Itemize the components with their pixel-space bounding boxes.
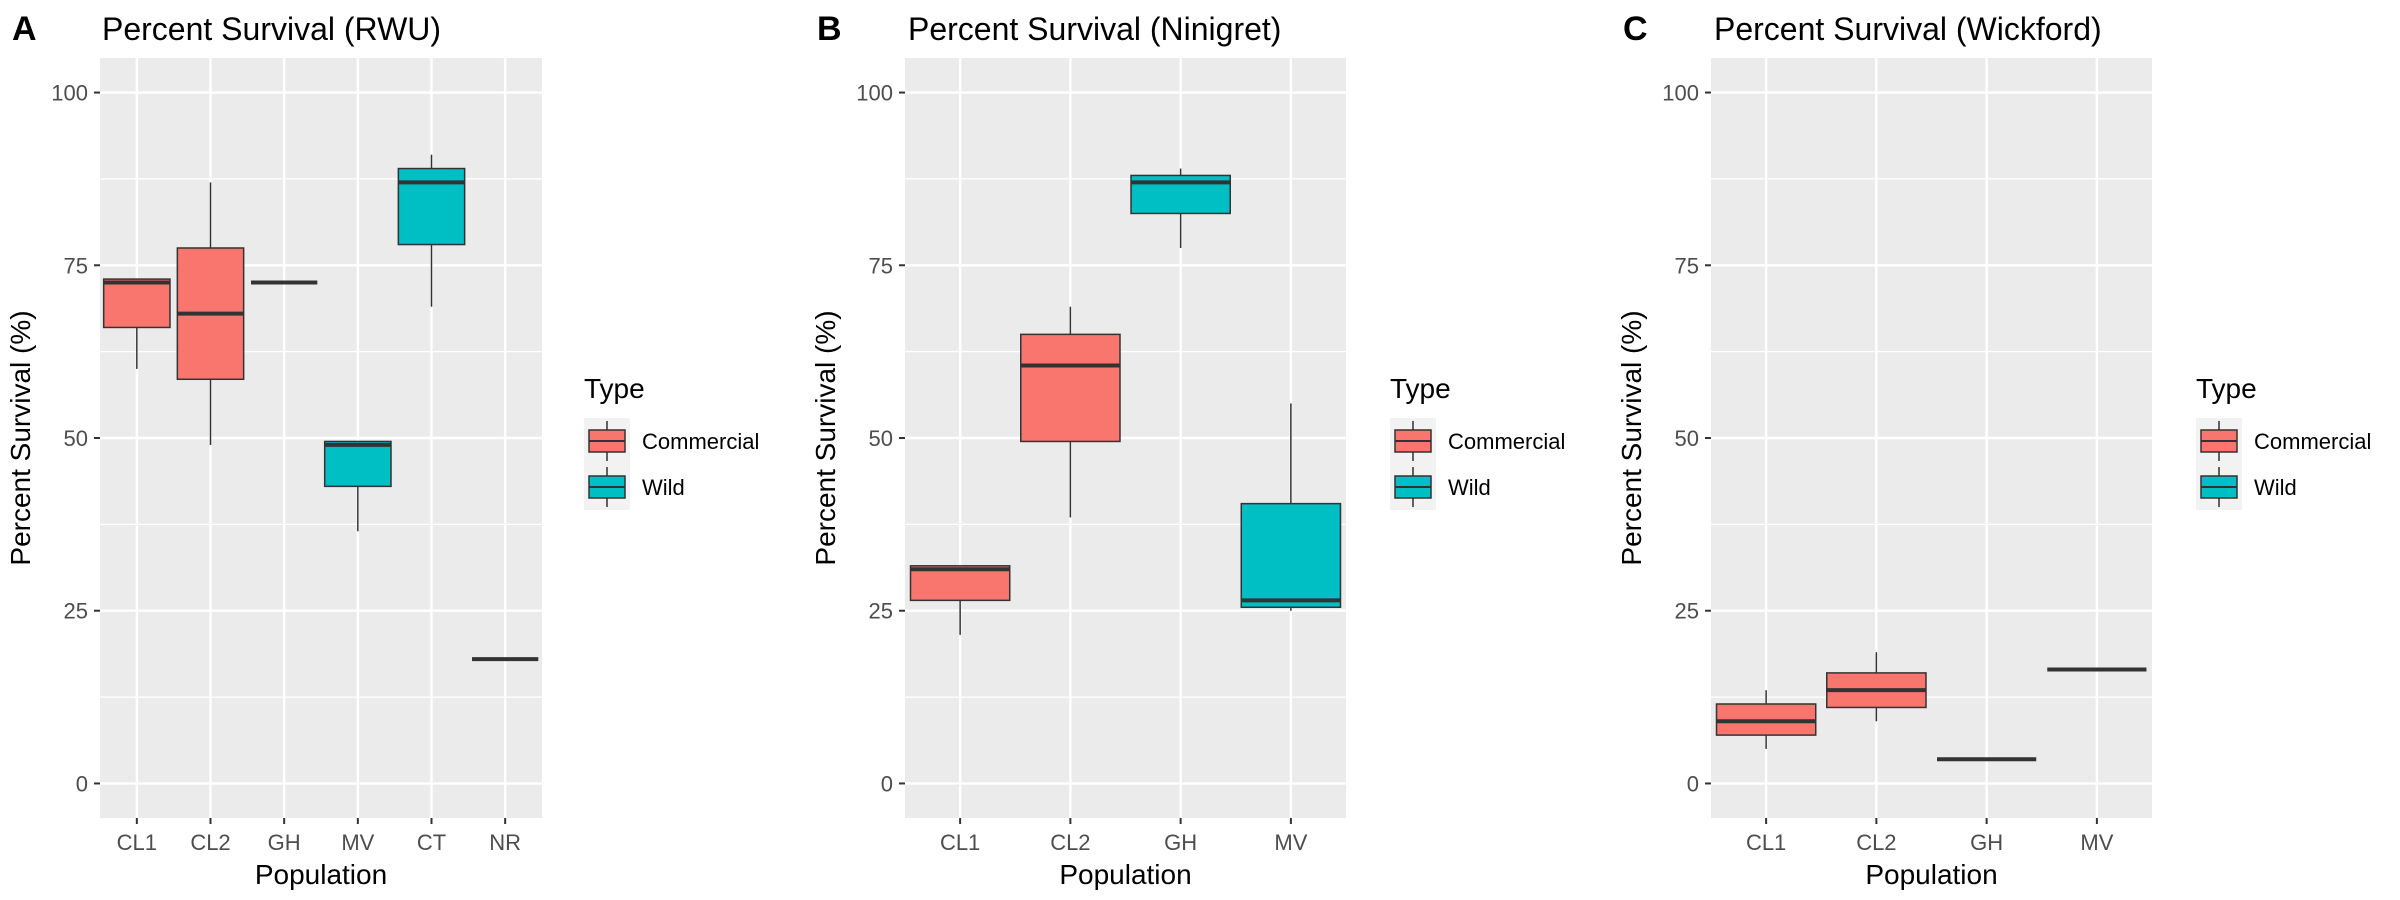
box-body: [102, 278, 171, 329]
box-cl1: [1715, 690, 1817, 749]
legend-item-wild: Wild: [584, 464, 685, 510]
panel-a: A Percent Survival (RWU) 0 25 50 75 100 CL1 CL2 G…: [5, 10, 759, 890]
x-tick-label: MV: [2080, 830, 2113, 855]
chart-title: Percent Survival (Ninigret): [908, 11, 1281, 47]
y-tick-label: 75: [1675, 253, 1699, 278]
y-tick-label: 75: [869, 253, 893, 278]
chart-title: Percent Survival (RWU): [102, 11, 441, 47]
legend-item-commercial: Commercial: [2196, 418, 2371, 464]
legend-label: Commercial: [2254, 429, 2371, 454]
box-cl2: [176, 182, 245, 445]
y-tick-label: 25: [64, 599, 88, 624]
y-tick-label: 100: [856, 81, 893, 106]
y-tick-label: 0: [76, 771, 88, 796]
x-axis-title: Population: [255, 859, 387, 890]
box-cl1: [909, 565, 1011, 635]
chart-title: Percent Survival (Wickford): [1714, 11, 2102, 47]
box-mv: [1240, 403, 1342, 611]
box-body: [323, 440, 392, 488]
x-tick-label: CL1: [117, 830, 157, 855]
box-ct: [397, 154, 466, 307]
y-tick-label: 0: [1687, 771, 1699, 796]
box-body: [1240, 502, 1342, 609]
y-tick-label: 50: [1675, 426, 1699, 451]
y-axis-title: Percent Survival (%): [1616, 310, 1647, 565]
x-tick-label: CT: [417, 830, 446, 855]
x-tick-label: CL1: [940, 830, 980, 855]
y-tick-label: 100: [51, 81, 88, 106]
panel-b: B Percent Survival (Ninigret) 0 25 50 75 100 CL…: [810, 10, 1565, 890]
y-tick-label: 50: [64, 426, 88, 451]
x-tick-label: CL2: [1050, 830, 1090, 855]
x-tick-label: CL2: [1856, 830, 1896, 855]
x-axis-title: Population: [1059, 859, 1191, 890]
legend-label: Commercial: [1448, 429, 1565, 454]
box-cl1: [102, 278, 171, 369]
legend-title: Type: [584, 373, 645, 404]
legend-label: Commercial: [642, 429, 759, 454]
legend-label: Wild: [2254, 475, 2297, 500]
legend: Type Commercial Wild: [584, 373, 759, 510]
legend-title: Type: [2196, 373, 2257, 404]
x-tick-label: GH: [1164, 830, 1197, 855]
legend: Type Commercial Wild: [2196, 373, 2371, 510]
box-body: [909, 565, 1011, 602]
y-tick-label: 100: [1662, 81, 1699, 106]
x-tick-label: GH: [1970, 830, 2003, 855]
legend-item-commercial: Commercial: [1390, 418, 1565, 464]
y-tick-label: 75: [64, 253, 88, 278]
x-tick-label: MV: [341, 830, 374, 855]
y-tick-label: 25: [1675, 599, 1699, 624]
panel-tag: A: [12, 10, 37, 48]
x-tick-label: NR: [489, 830, 521, 855]
legend-label: Wild: [1448, 475, 1491, 500]
panel-c: C Percent Survival (Wickford) 0 25 50 75 100 CL…: [1616, 10, 2371, 890]
y-tick-label: 0: [881, 771, 893, 796]
x-tick-label: MV: [1274, 830, 1307, 855]
box-body: [397, 167, 466, 246]
y-tick-label: 25: [869, 599, 893, 624]
box-mv: [323, 440, 392, 532]
x-axis-title: Population: [1865, 859, 1997, 890]
legend-title: Type: [1390, 373, 1451, 404]
legend-item-wild: Wild: [2196, 464, 2297, 510]
legend-item-wild: Wild: [1390, 464, 1491, 510]
box-cl2: [1020, 306, 1121, 518]
box-cl2: [1826, 652, 1927, 722]
y-axis-title: Percent Survival (%): [5, 310, 36, 565]
x-tick-label: GH: [268, 830, 301, 855]
panel-tag: B: [817, 10, 842, 48]
panel-tag: C: [1623, 10, 1648, 48]
box-gh: [1130, 168, 1231, 248]
y-tick-label: 50: [869, 426, 893, 451]
legend-label: Wild: [642, 475, 685, 500]
legend: Type Commercial Wild: [1390, 373, 1565, 510]
x-tick-label: CL1: [1746, 830, 1786, 855]
box-body: [1020, 333, 1121, 443]
y-axis-title: Percent Survival (%): [810, 310, 841, 565]
legend-item-commercial: Commercial: [584, 418, 759, 464]
x-tick-label: CL2: [190, 830, 230, 855]
